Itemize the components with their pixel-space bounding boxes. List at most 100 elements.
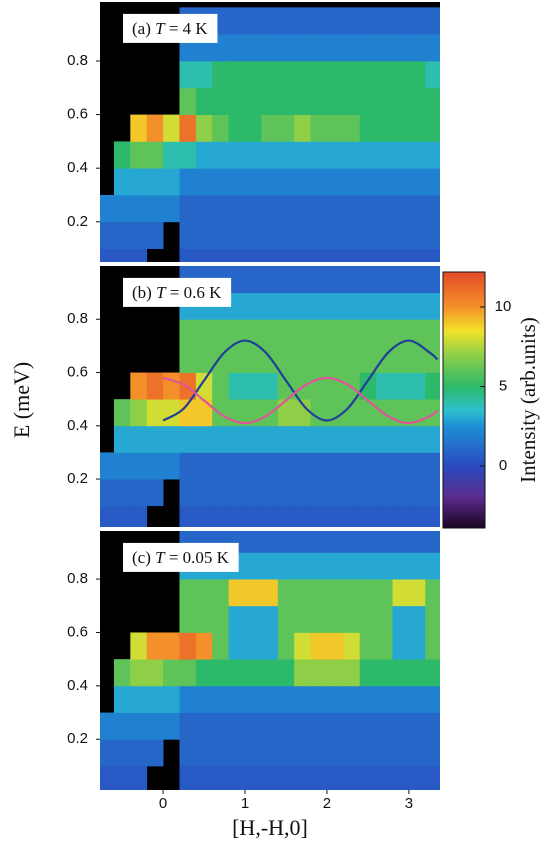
heatmap-cell bbox=[146, 114, 164, 142]
heatmap-cell bbox=[261, 87, 279, 115]
heatmap-cell bbox=[425, 765, 440, 790]
heatmap-cell bbox=[195, 659, 213, 687]
heatmap-cell bbox=[294, 399, 311, 427]
heatmap-cell bbox=[408, 739, 426, 767]
heatmap-cell bbox=[212, 194, 230, 223]
heatmap-cell bbox=[359, 765, 377, 790]
heatmap-cell bbox=[294, 452, 311, 480]
heatmap-cell bbox=[195, 605, 213, 633]
heatmap-cell bbox=[261, 552, 279, 580]
heatmap-cell bbox=[130, 425, 148, 453]
heatmap-cell bbox=[392, 552, 410, 580]
heatmap-cell bbox=[245, 292, 262, 320]
heatmap-cell bbox=[326, 579, 344, 607]
heatmap-cell bbox=[376, 739, 393, 767]
heatmap-cell bbox=[179, 659, 197, 687]
heatmap-cell bbox=[195, 479, 213, 507]
heatmap-cell bbox=[163, 168, 180, 196]
heatmap-cell bbox=[359, 194, 377, 223]
heatmap-cell bbox=[100, 452, 115, 480]
heatmap-cell bbox=[113, 248, 131, 262]
heatmap-cell bbox=[179, 319, 197, 347]
heatmap-cell bbox=[228, 34, 246, 62]
heatmap-cell bbox=[163, 141, 180, 169]
heatmap-cell bbox=[326, 141, 344, 169]
heatmap-cell bbox=[425, 399, 440, 427]
panel-title: (a) T = 4 K bbox=[123, 13, 218, 43]
heatmap-cell bbox=[408, 765, 426, 790]
y-tick-label: 0.2 bbox=[67, 213, 88, 230]
heatmap-cell bbox=[294, 425, 311, 453]
heatmap-cell bbox=[179, 765, 197, 790]
heatmap-cell bbox=[425, 319, 440, 347]
heatmap-cell bbox=[310, 659, 328, 687]
panel-title-part: = 4 K bbox=[165, 19, 209, 38]
heatmap-cell bbox=[294, 141, 311, 169]
heatmap-cell bbox=[261, 632, 279, 660]
heatmap-cell bbox=[425, 659, 440, 687]
y-tick-label: 0.6 bbox=[67, 106, 88, 123]
heatmap-cell bbox=[392, 605, 410, 633]
heatmap-cell bbox=[359, 7, 377, 35]
heatmap-cell bbox=[376, 552, 393, 580]
heatmap-cell bbox=[212, 319, 230, 347]
heatmap-cell bbox=[326, 292, 344, 320]
heatmap-cell bbox=[326, 319, 344, 347]
panel-title-text: (a) T = 4 K bbox=[132, 19, 208, 38]
heatmap-cell bbox=[228, 141, 246, 169]
heatmap-cell bbox=[408, 60, 426, 89]
heatmap-cell bbox=[245, 319, 262, 347]
heatmap-cell bbox=[277, 7, 295, 35]
heatmap-cell bbox=[343, 712, 361, 740]
heatmap-cell bbox=[359, 659, 377, 687]
heatmap-cell bbox=[146, 194, 164, 223]
heatmap-cell bbox=[376, 579, 393, 607]
heatmap-cell bbox=[310, 479, 328, 507]
heatmap-cell bbox=[392, 221, 410, 249]
heatmap-cell bbox=[228, 194, 246, 223]
heatmap-cell bbox=[100, 765, 115, 790]
heatmap-cell bbox=[294, 248, 311, 262]
heatmap-cell bbox=[376, 34, 393, 62]
heatmap-cell bbox=[392, 141, 410, 169]
heatmap-cell bbox=[392, 452, 410, 480]
heatmap-cell bbox=[100, 505, 115, 527]
heatmap-cell bbox=[425, 372, 440, 400]
heatmap-cell bbox=[425, 425, 440, 453]
heatmap-cell bbox=[245, 632, 262, 660]
heatmap-cell bbox=[408, 345, 426, 373]
heatmap-cell bbox=[310, 739, 328, 767]
heatmap-cell bbox=[179, 248, 197, 262]
heatmap-cell bbox=[277, 60, 295, 89]
heatmap-cell bbox=[408, 632, 426, 660]
heatmap-cell bbox=[261, 221, 279, 249]
heatmap-cell bbox=[179, 345, 197, 373]
heatmap-cell bbox=[326, 739, 344, 767]
heatmap-cell bbox=[343, 7, 361, 35]
heatmap-cell bbox=[359, 452, 377, 480]
heatmap-cell bbox=[179, 605, 197, 633]
heatmap-cell bbox=[392, 292, 410, 320]
heatmap-cell bbox=[245, 605, 262, 633]
dispersion-line bbox=[162, 376, 439, 425]
heatmap-cell bbox=[245, 194, 262, 223]
heatmap-cell bbox=[359, 87, 377, 115]
heatmap-cell bbox=[376, 685, 393, 713]
heatmap-cell bbox=[326, 7, 344, 35]
heatmap-cell bbox=[113, 399, 131, 427]
heatmap-cell bbox=[261, 319, 279, 347]
heatmap-cell bbox=[277, 168, 295, 196]
heatmap-cell bbox=[245, 168, 262, 196]
y-tick-label: 0.4 bbox=[67, 677, 88, 694]
heatmap-cell bbox=[245, 266, 262, 294]
heatmap-cell bbox=[212, 479, 230, 507]
heatmap-cell bbox=[179, 168, 197, 196]
heatmap-cell bbox=[359, 712, 377, 740]
heatmap-cell bbox=[376, 712, 393, 740]
heatmap-cell bbox=[359, 605, 377, 633]
heatmap-cell bbox=[245, 739, 262, 767]
heatmap-cell bbox=[228, 248, 246, 262]
heatmap-cell bbox=[228, 452, 246, 480]
heatmap-cell bbox=[326, 114, 344, 142]
heatmap-cell bbox=[228, 765, 246, 790]
